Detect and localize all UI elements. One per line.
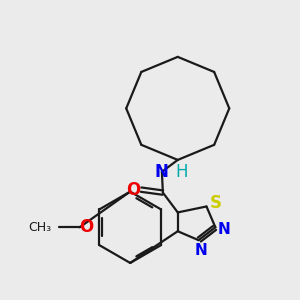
Text: N: N bbox=[218, 222, 231, 237]
Text: N: N bbox=[155, 163, 169, 181]
Text: CH₃: CH₃ bbox=[28, 221, 51, 234]
Text: O: O bbox=[80, 218, 94, 236]
Text: N: N bbox=[194, 243, 207, 258]
Text: O: O bbox=[126, 181, 140, 199]
Text: H: H bbox=[176, 163, 188, 181]
Text: S: S bbox=[209, 194, 221, 212]
